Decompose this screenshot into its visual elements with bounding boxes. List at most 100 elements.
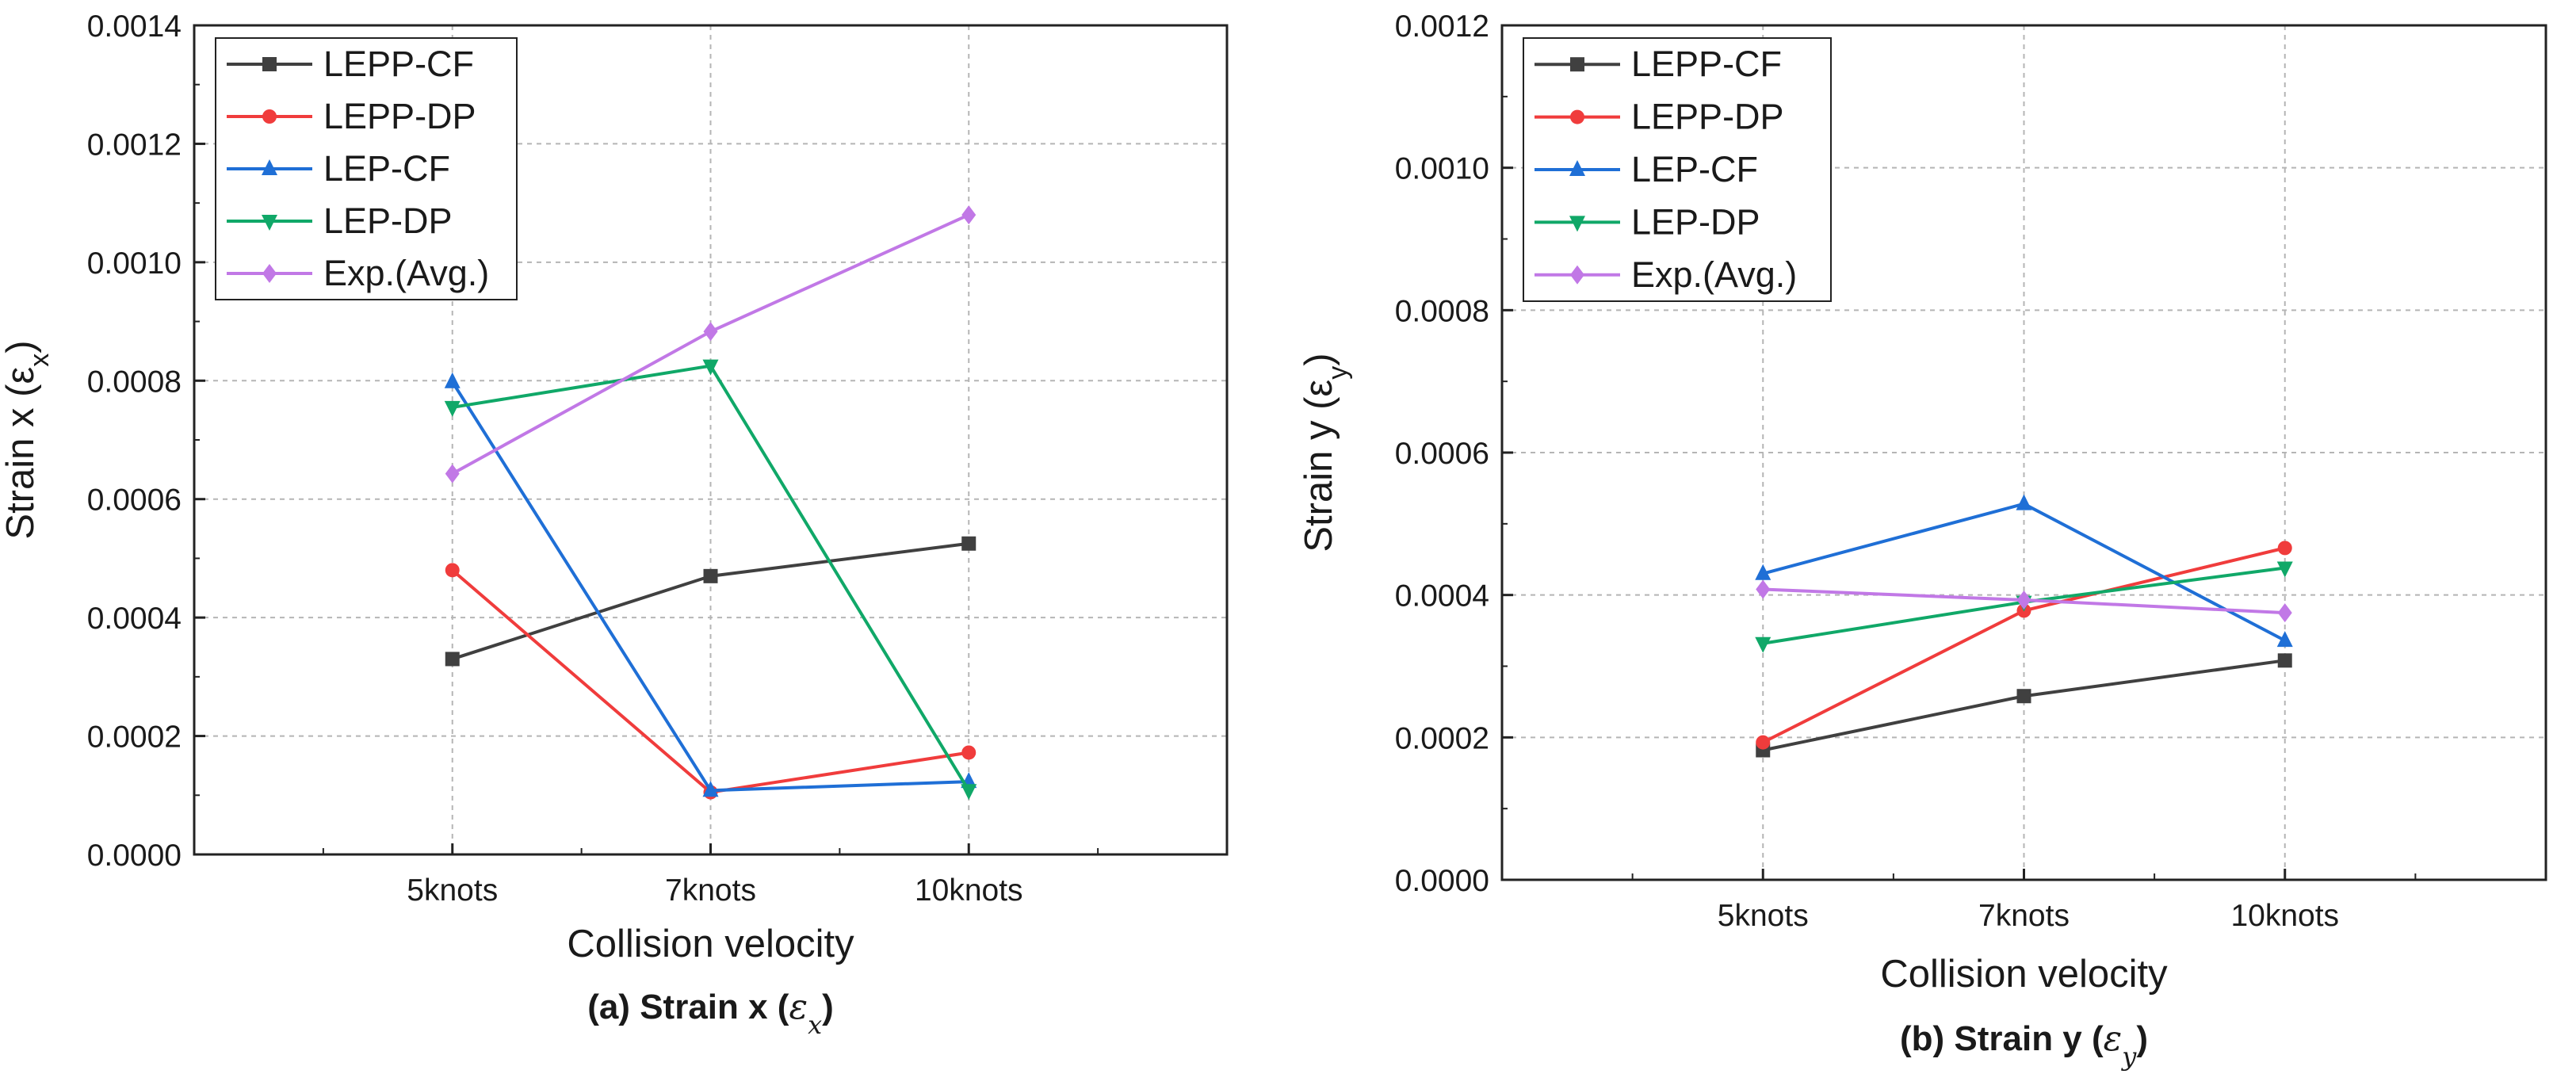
legend-swatch-marker: [1569, 160, 1585, 176]
data-point: [445, 652, 460, 667]
data-point: [2276, 631, 2293, 648]
plot-frame: [1500, 24, 2547, 881]
data-point: [2277, 653, 2292, 668]
y-axis-title: Strain y (εy): [1298, 353, 1353, 552]
y-tick-label: 0.0004: [87, 602, 182, 636]
caption-symbol: ε: [2104, 1019, 2123, 1059]
y-tick-label: 0.0010: [87, 247, 182, 281]
legend-swatch-marker: [1569, 216, 1585, 232]
legend-swatch-marker: [262, 159, 277, 175]
legend-label: LEP-DP: [323, 201, 453, 241]
y-tick-label: 0.0008: [87, 365, 182, 399]
legend-entry: Exp.(Avg.): [1535, 254, 1797, 295]
y-axis-title-subscript: x: [25, 354, 55, 367]
data-point: [1755, 636, 1771, 653]
data-point: [2276, 561, 2293, 578]
legend-entry: LEP-CF: [1535, 149, 1758, 189]
data-point: [2016, 590, 2031, 610]
legend-entry: Exp.(Avg.): [227, 253, 489, 293]
data-point: [703, 568, 718, 583]
y-tick-label: 0.0012: [1395, 10, 1489, 44]
data-point: [445, 464, 460, 483]
legend-swatch-marker: [262, 109, 277, 124]
y-axis-title-close: ): [0, 340, 42, 353]
y-tick-label: 0.0000: [1395, 864, 1489, 898]
legend-swatch-marker: [262, 57, 277, 71]
chart-panel-b: 0.0000 0.0002 0.0004 0.0006 0.0008 0.0010 0.00…: [1298, 10, 2547, 1072]
caption-text: (a) Strain x (: [587, 988, 789, 1026]
data-point: [702, 359, 719, 376]
y-axis-title-subscript: y: [1323, 366, 1353, 380]
legend-entry: LEPP-DP: [227, 96, 476, 136]
legend-entry: LEPP-CF: [1535, 44, 1782, 84]
caption-subscript: x: [808, 1010, 822, 1040]
caption-close: ): [822, 988, 834, 1026]
legend-entry: LEP-DP: [1535, 201, 1760, 242]
legend: LEPP-CF LEPP-DP LEP-CF LEP-DP Exp.(Avg.): [215, 37, 518, 300]
plot-frame: [193, 24, 1229, 856]
data-point: [444, 372, 461, 388]
y-axis-title-text: Strain y (ε: [1298, 380, 1340, 552]
y-tick-label: 0.0004: [1395, 579, 1489, 613]
y-tick-label: 0.0002: [1395, 721, 1489, 755]
legend-label: LEP-CF: [323, 148, 450, 189]
data-point: [2277, 541, 2292, 556]
legend-label: LEP-CF: [1631, 149, 1758, 189]
series-lep-cf: [1755, 494, 2293, 648]
legend-swatch-marker: [1570, 109, 1584, 124]
series-line: [451, 380, 969, 793]
x-tick-label: 10knots: [915, 873, 1023, 908]
panel-caption: (a) Strain x (εx): [587, 987, 834, 1040]
data-point: [1756, 579, 1771, 599]
x-axis-title: Collision velocity: [567, 923, 854, 965]
caption-symbol: ε: [789, 987, 808, 1027]
data-point: [1756, 735, 1771, 750]
panel-caption: (b) Strain y (εy): [1900, 1019, 2148, 1072]
y-tick-label: 0.0014: [87, 10, 182, 44]
x-tick-label: 7knots: [665, 873, 756, 908]
caption-subscript: y: [2120, 1042, 2137, 1072]
legend-swatch-marker: [1570, 265, 1584, 285]
data-point: [444, 400, 461, 417]
y-tick-label: 0.0002: [87, 720, 182, 755]
legend-label: LEPP-DP: [1631, 97, 1784, 137]
legend-label: LEPP-CF: [323, 44, 474, 84]
y-axis-title-close: ): [1298, 353, 1340, 365]
caption-close: ): [2136, 1019, 2148, 1058]
data-point: [961, 784, 977, 801]
y-axis-title: Strain x (εx): [0, 340, 55, 539]
legend-label: LEPP-DP: [323, 96, 476, 136]
y-tick-label: 0.0006: [87, 483, 182, 518]
x-tick-label: 5knots: [1718, 899, 1809, 933]
data-point: [702, 781, 719, 797]
legend-entry: LEPP-CF: [227, 44, 474, 84]
data-point: [445, 563, 460, 578]
legend-swatch-marker: [1570, 57, 1584, 72]
series-lep-dp: [444, 359, 977, 801]
data-point: [703, 322, 718, 342]
legend: LEPP-CF LEPP-DP LEP-CF LEP-DP Exp.(Avg.): [1523, 37, 1832, 302]
data-point: [2016, 689, 2031, 704]
data-point: [2016, 494, 2032, 510]
series-exp-avg: [445, 205, 977, 483]
data-point: [1755, 564, 1771, 580]
chart-panel-a: 0.0000 0.0002 0.0004 0.0006 0.0008 0.0010 0.00…: [0, 10, 1229, 1040]
legend-entry: LEPP-DP: [1535, 97, 1784, 137]
legend-entry: LEP-DP: [227, 201, 453, 241]
y-tick-label: 0.0000: [87, 839, 182, 873]
legend-label: LEP-DP: [1631, 201, 1760, 242]
y-tick-label: 0.0008: [1395, 294, 1489, 328]
x-tick-label: 10knots: [2230, 899, 2339, 933]
caption-text: (b) Strain y (: [1900, 1019, 2104, 1058]
x-tick-label: 7knots: [1978, 899, 2070, 933]
x-axis-title: Collision velocity: [1880, 953, 2168, 996]
y-tick-label: 0.0012: [87, 128, 182, 162]
legend-label: Exp.(Avg.): [323, 253, 489, 293]
legend-label: LEPP-CF: [1631, 44, 1782, 84]
series-exp-avg: [1756, 579, 2292, 623]
data-point: [961, 745, 977, 760]
y-axis-title-text: Strain x (ε: [0, 367, 42, 540]
legend-swatch-marker: [262, 215, 277, 231]
data-point: [961, 205, 977, 225]
